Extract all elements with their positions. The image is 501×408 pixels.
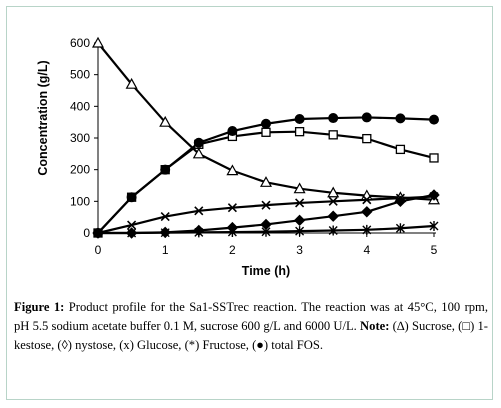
caption-text-1: Product profile for the Sa1-SSTrec react… [14,300,489,333]
point-triangle-7 [327,186,340,198]
point-cross-3 [194,206,204,216]
point-cross-6 [295,198,305,208]
point-triangle-3 [192,147,205,159]
y-tick-label-0: 0 [83,226,90,240]
point-diamond-8 [361,206,373,218]
point-star-1 [127,228,137,238]
point-triangle-6 [293,182,306,194]
point-circle-5 [261,118,271,129]
point-triangle-1 [125,77,138,89]
x-axis-title: Time (h) [242,264,290,278]
point-star-6 [295,226,305,237]
y-tick-label-3: 300 [70,131,90,145]
y-tick-label-6: 600 [70,36,90,50]
y-tick-label-1: 100 [70,194,90,208]
point-circle-0 [93,228,103,238]
point-diamond-6 [293,214,306,227]
x-tick-label-1: 1 [162,243,169,257]
point-triangle-5 [259,176,273,187]
point-circle-4 [227,126,238,137]
point-circle-10 [429,114,439,125]
x-tick-label-0: 0 [95,243,102,257]
point-circle-2 [160,164,171,175]
point-star-3 [194,227,204,238]
point-square-open-9 [395,144,406,155]
point-square-open-7 [328,130,338,140]
y-tick-label-2: 200 [70,163,90,177]
point-square-open-5 [261,127,271,137]
point-circle-1 [126,192,137,203]
point-star-9 [395,223,405,234]
point-cross-9 [395,193,405,203]
y-tick-label-5: 500 [70,68,90,82]
point-star-7 [328,225,338,236]
point-triangle-2 [159,115,172,127]
y-axis-title: Concentration (g/L) [36,60,50,175]
point-circle-8 [361,112,372,123]
plot-area: 0 100 200 300 400 500 600 0 1 2 3 4 5 [70,36,441,257]
point-cross-5 [261,200,271,210]
point-star-8 [362,224,372,235]
point-square-open-6 [294,127,305,137]
point-circle-7 [328,113,339,124]
point-cross-1 [127,220,137,230]
figure-frame [6,6,493,400]
point-cross-2 [160,211,170,222]
line-chart: 0 100 200 300 400 500 600 0 1 2 3 4 5 Time (h) Conce… [36,36,441,278]
point-circle-6 [294,114,305,124]
point-square-open-10 [429,153,439,163]
point-cross-8 [362,195,372,205]
x-tick-label-3: 3 [296,243,303,257]
caption-text-2: (∆) Sucrose, (□) 1-kestose, (◊) nystose,… [14,319,488,352]
x-tick-label-5: 5 [431,243,438,257]
caption-label: Figure 1: [14,300,65,314]
caption-note-label: Note: [360,319,390,333]
x-tick-label-4: 4 [363,243,370,257]
point-star-4 [227,227,237,238]
point-cross-4 [227,203,237,213]
point-circle-9 [395,113,406,124]
point-star-5 [261,226,271,237]
figure-caption: Figure 1: Product profile for the Sa1-SS… [14,298,488,355]
y-tick-label-4: 400 [70,99,90,113]
point-triangle-0 [91,36,105,48]
point-cross-10 [429,192,439,202]
point-star-2 [160,227,170,238]
point-triangle-4 [226,164,239,176]
point-diamond-7 [327,210,339,222]
point-square-open-8 [362,133,372,144]
x-tick-label-2: 2 [229,243,236,257]
point-cross-7 [328,196,338,206]
point-star-10 [429,221,439,232]
point-circle-3 [193,137,204,148]
point-diamond-9 [394,195,407,208]
